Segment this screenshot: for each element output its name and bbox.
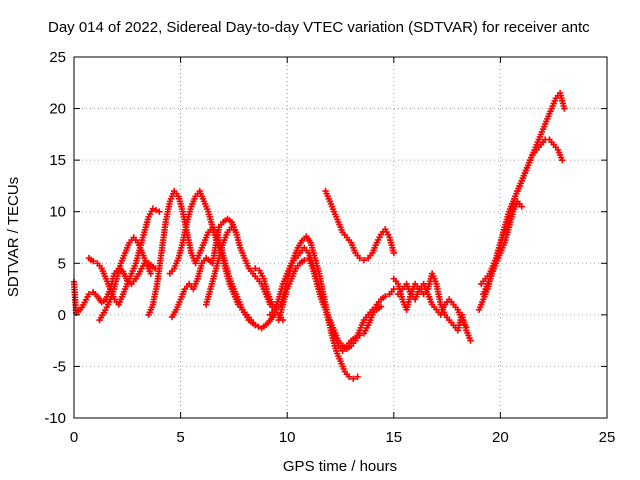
y-tick-label: 10 [49,204,66,221]
series-track-m [394,280,470,331]
data-point [390,249,397,257]
x-tick-label: 5 [176,429,184,446]
chart-title: Day 014 of 2022, Sidereal Day-to-day VTE… [48,19,590,36]
data-point [467,337,474,344]
data-marks-layer [70,89,568,383]
data-point [356,254,363,262]
plot-frame [73,56,608,419]
y-tick-label: 15 [49,152,66,169]
y-tick-label: 0 [58,307,66,324]
series-track-e [166,187,259,329]
data-point [252,321,259,329]
x-tick-label: 25 [599,429,616,446]
data-point [377,303,385,310]
series-track-c [96,234,154,324]
y-tick-label: -5 [53,358,66,375]
data-point [85,291,93,298]
data-point [382,293,389,300]
series-track-k [322,187,397,264]
y-tick-label: -10 [44,410,66,427]
data-point [360,256,368,264]
data-point [390,285,397,293]
axis-ticks-layer: 0 5 10 15 20 25 -10 -5 0 5 10 15 20 25 [44,49,615,446]
data-point [345,373,353,380]
series-track-o [478,136,566,288]
data-point [518,203,525,210]
data-point [252,265,259,272]
data-point [463,324,470,331]
data-point [561,105,568,112]
data-point [354,373,361,380]
data-point [232,229,240,236]
series-track-g [202,223,240,308]
y-tick-label: 5 [58,255,66,272]
series-track-j [275,254,385,353]
data-point [350,375,357,383]
y-tick-label: 20 [49,101,66,118]
series-track-p [480,198,525,298]
data-point [147,270,154,277]
x-tick-label: 10 [279,429,296,446]
y-axis-title: SDTVAR / TECUs [5,177,22,297]
data-point [89,258,97,265]
x-tick-label: 15 [385,429,402,446]
x-axis-title: GPS time / hours [283,458,397,475]
data-point [559,156,566,164]
x-tick-label: 20 [492,429,509,446]
data-point [156,208,163,215]
x-tick-label: 0 [70,429,78,446]
series-track-b [85,205,163,308]
y-tick-label: 25 [49,49,66,66]
